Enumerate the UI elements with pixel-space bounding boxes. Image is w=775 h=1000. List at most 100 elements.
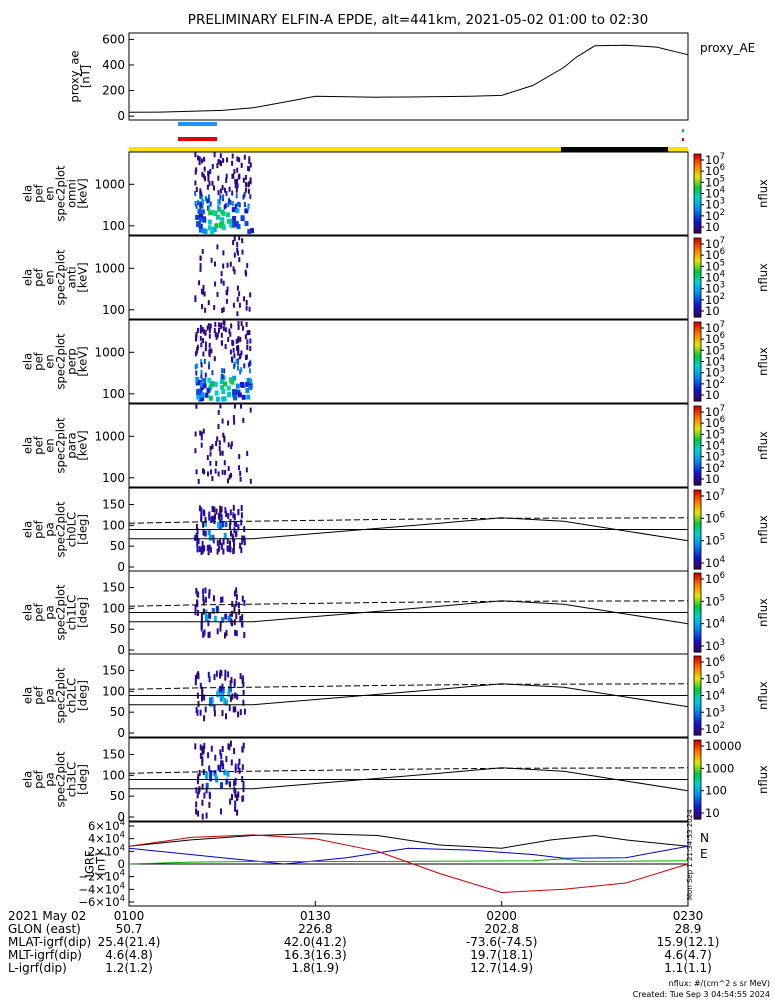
colorbar-cell	[694, 261, 701, 264]
spectrogram-cell	[211, 210, 216, 216]
spectrogram-cell	[223, 460, 226, 466]
colorbar-cell	[694, 481, 701, 483]
spectrogram-cell	[217, 175, 220, 181]
colorbar-cell	[694, 812, 701, 815]
spectrogram-cell	[236, 693, 239, 700]
ytick-label: 150	[102, 748, 125, 762]
spectrogram-cell	[223, 368, 226, 374]
spectrogram-cell	[209, 770, 213, 777]
spectrogram-cell	[197, 701, 200, 707]
colorbar-cell	[694, 520, 701, 523]
spectrogram-cell	[213, 305, 216, 310]
spectrogram-cell	[233, 395, 238, 401]
spectrogram-cell	[234, 706, 237, 713]
spectrogram-cell	[199, 263, 202, 269]
colorbar-cell	[694, 206, 701, 209]
colorbar-cell	[694, 201, 701, 204]
colorbar-cell	[694, 740, 701, 742]
spectrogram-cell	[215, 334, 218, 340]
footer-row-value: 226.8	[298, 922, 332, 936]
spectrogram-cell	[241, 677, 244, 684]
spectrogram-cell	[228, 474, 231, 480]
spectrogram-cell	[224, 669, 227, 676]
colorbar-ch3LC: 10 100 1000 10000 nflux	[693, 739, 770, 820]
spectrogram-cell	[233, 419, 236, 425]
colorbar-cell	[694, 617, 701, 620]
colorbar-cell	[694, 370, 701, 373]
spectrogram-cell	[245, 382, 250, 387]
colorbar-cell	[694, 620, 701, 623]
spectrogram-cell	[221, 185, 224, 191]
colorbar-cell	[694, 454, 701, 457]
spectrogram-cell	[200, 359, 203, 365]
colorbar-cell	[694, 217, 701, 220]
colorbar-cell	[694, 536, 701, 538]
spectrogram-cell	[246, 394, 251, 400]
spectrogram-cell	[204, 615, 208, 621]
colorbar-cell	[694, 349, 701, 352]
colorbar-cell	[694, 637, 701, 640]
spectrogram-cell	[201, 203, 204, 209]
colorbar-tick-label: 10	[705, 388, 720, 402]
colorbar-cell	[694, 704, 701, 707]
ytick-label: 1000	[94, 261, 125, 275]
colorbar-cell	[694, 389, 701, 392]
colorbar-cell	[694, 339, 701, 342]
spectrogram-cell	[225, 713, 227, 720]
colorbar-cell	[694, 561, 701, 564]
spectrogram-cell	[198, 280, 201, 286]
spectrogram-cell	[203, 291, 206, 297]
colorbar-cell	[694, 259, 701, 261]
spectrogram-cell	[235, 187, 238, 193]
colorbar-cell	[694, 666, 701, 669]
colorbar-cell	[694, 193, 701, 196]
spectrogram-cell	[202, 599, 205, 606]
colorbar-cell	[694, 314, 701, 317]
spectrogram-cell	[233, 527, 236, 534]
colorbar-cell	[694, 497, 701, 500]
spectrogram-cell	[219, 749, 222, 756]
colorbar-label: nflux	[756, 681, 770, 710]
spectrogram-cell	[209, 201, 212, 207]
colorbar-cell	[694, 720, 701, 723]
spectrogram-cell	[248, 166, 251, 172]
colorbar-cell	[694, 699, 701, 702]
igrf-e-line	[128, 845, 689, 865]
colorbar-cell	[694, 291, 701, 294]
colorbar-cell	[694, 753, 701, 756]
spectrogram-cell	[240, 547, 243, 554]
footer-row-value: 19.7(18.1)	[470, 948, 533, 962]
spectrogram-cell	[237, 791, 240, 798]
spectrogram-cell	[199, 744, 202, 751]
ytick-label: 50	[110, 789, 125, 803]
spectrogram-cell	[225, 298, 228, 304]
colorbar-cell	[694, 787, 701, 790]
spectrogram-cell	[221, 396, 226, 402]
spectrogram-cell	[227, 202, 230, 208]
spectrogram-ch0LC	[194, 504, 246, 556]
spectrogram-cell	[209, 775, 213, 782]
spectrogram-cell	[243, 600, 246, 606]
ylabel-line: en	[43, 438, 57, 452]
colorbar-cell	[694, 413, 701, 416]
spectrogram-cell	[208, 361, 211, 367]
igrf-g-line	[128, 858, 689, 865]
colorbar-cell	[694, 309, 701, 312]
colorbar-cell	[694, 532, 701, 535]
ylabel-line: ela	[21, 771, 35, 788]
colorbar-cell	[694, 616, 701, 619]
colorbar-cell	[694, 626, 701, 629]
spectrogram-cell	[233, 681, 236, 688]
black-status-bar	[561, 147, 668, 152]
colorbar-cell	[694, 477, 701, 480]
colorbar-cell	[694, 709, 701, 712]
spectrogram-cell	[204, 196, 207, 202]
spectrogram-cell	[223, 533, 227, 539]
yellow-status-bar	[129, 147, 561, 152]
colorbar-cell	[694, 479, 701, 482]
blue-segment-bar	[178, 122, 217, 126]
spectrogram-cell	[198, 160, 201, 166]
spectrogram-cell	[245, 467, 248, 473]
spectrogram-cell	[219, 686, 222, 693]
